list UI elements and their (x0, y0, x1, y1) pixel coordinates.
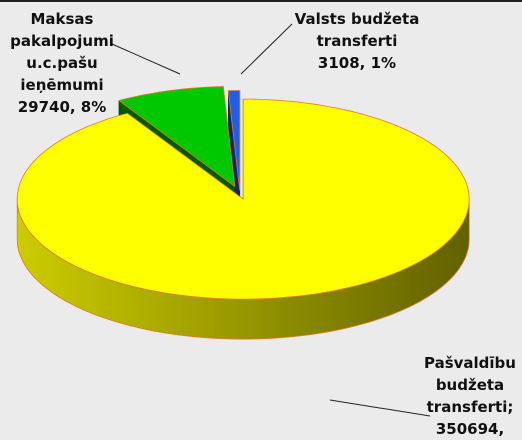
category-label: Maksas pakalpojumi u.c.pašu ieņēmumi (10, 10, 114, 94)
value-label: 350694, 91% (435, 420, 505, 438)
data-label: Valsts budžeta transferti 3108, 1% (282, 8, 432, 74)
slice (16, 98, 470, 300)
slice (227, 90, 241, 191)
value-label: 3108, 1% (317, 54, 397, 72)
leader-line (111, 43, 181, 75)
data-label: Maksas pakalpojumi u.c.pašu ieņēmumi 2974… (10, 8, 114, 118)
value-label: 29740, 8% (17, 98, 107, 116)
category-label: Pašvaldību budžeta transferti; (424, 354, 516, 416)
slice (117, 86, 236, 188)
category-label: Valsts budžeta transferti (294, 10, 420, 50)
data-label: Pašvaldību budžeta transferti; 350694, 91… (418, 352, 522, 440)
leader-line (329, 399, 431, 417)
leader-line (240, 23, 293, 75)
